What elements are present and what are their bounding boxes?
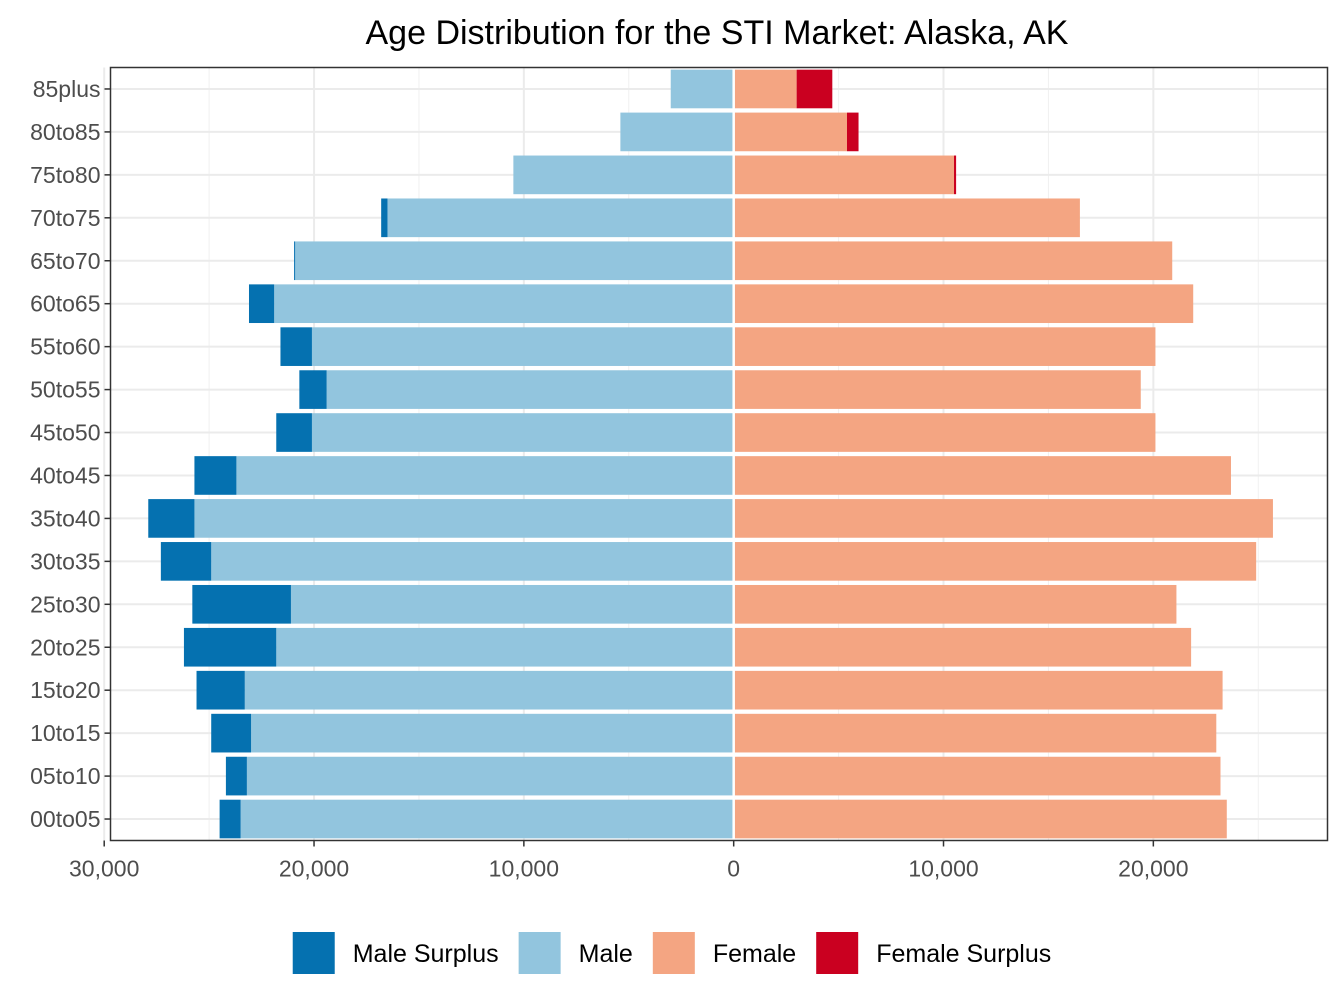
y-tick-label-50to55: 50to55 xyxy=(30,377,100,403)
female-bar-40to45 xyxy=(733,456,1231,495)
y-tick-label-10to15: 10to15 xyxy=(30,720,100,746)
female-bar-45to50 xyxy=(733,413,1156,452)
male-bar-20to25 xyxy=(276,627,734,667)
male-bar-05to10 xyxy=(246,756,734,796)
male-surplus-bar-05to10 xyxy=(225,756,247,796)
male-bar-35to40 xyxy=(194,499,734,538)
x-tick-label: 0 xyxy=(727,856,740,882)
female-bar-60to65 xyxy=(733,284,1194,324)
male-bar-60to65 xyxy=(274,284,734,324)
male-bar-50to55 xyxy=(326,370,734,409)
chart-title: Age Distribution for the STI Market: Ala… xyxy=(366,14,1069,52)
female-bar-85plus xyxy=(733,69,797,109)
female-surplus-bar-80to85 xyxy=(846,112,859,152)
legend-label-male: Male xyxy=(579,940,633,968)
x-tick-label: 10,000 xyxy=(489,856,559,882)
y-tick-label-40to45: 40to45 xyxy=(30,462,100,488)
y-tick-label-75to80: 75to80 xyxy=(30,162,100,188)
male-surplus-bar-25to30 xyxy=(192,584,291,624)
male-surplus-bar-55to60 xyxy=(280,327,312,366)
plot-panel-border xyxy=(109,66,1329,842)
y-tick-label-30to35: 30to35 xyxy=(30,548,100,574)
male-surplus-bar-70to75 xyxy=(381,198,388,238)
x-axis-ticks: 30,000 20,000 10,000 0 10,000 20,000 xyxy=(69,840,1189,882)
y-tick-label-80to85: 80to85 xyxy=(30,119,100,145)
legend-key-female-surplus xyxy=(816,932,859,974)
male-bar-10to15 xyxy=(251,713,734,753)
male-surplus-bar-00to05 xyxy=(219,799,241,839)
y-tick-label-70to75: 70to75 xyxy=(30,205,100,231)
legend-key-male-surplus xyxy=(292,932,335,974)
female-bar-20to25 xyxy=(733,627,1192,667)
female-bar-55to60 xyxy=(733,327,1156,366)
female-bar-15to20 xyxy=(733,670,1223,710)
legend-key-male xyxy=(518,932,561,974)
male-surplus-bar-60to65 xyxy=(248,284,275,324)
female-bar-75to80 xyxy=(733,155,955,195)
female-bar-05to10 xyxy=(733,756,1221,796)
female-bar-50to55 xyxy=(733,370,1141,409)
male-surplus-bar-20to25 xyxy=(183,627,277,667)
female-bar-80to85 xyxy=(733,112,847,152)
male-bar-00to05 xyxy=(240,799,734,839)
legend-label-female: Female xyxy=(713,940,796,968)
male-bar-80to85 xyxy=(620,112,734,152)
y-tick-label-55to60: 55to60 xyxy=(30,334,100,360)
female-bar-65to70 xyxy=(733,241,1173,281)
y-tick-label-60to65: 60to65 xyxy=(30,291,100,317)
male-bar-45to50 xyxy=(311,413,734,452)
female-bar-10to15 xyxy=(733,713,1217,753)
male-surplus-bar-15to20 xyxy=(196,670,245,710)
male-bar-75to80 xyxy=(513,155,734,195)
female-bar-30to35 xyxy=(733,542,1257,581)
y-tick-label-45to50: 45to50 xyxy=(30,420,100,446)
female-bar-70to75 xyxy=(733,198,1080,238)
male-bar-65to70 xyxy=(295,241,734,281)
female-surplus-bar-85plus xyxy=(796,69,833,109)
male-bar-30to35 xyxy=(211,542,734,581)
x-tick-label: 20,000 xyxy=(279,856,349,882)
male-surplus-bar-35to40 xyxy=(148,499,195,538)
female-bar-35to40 xyxy=(733,499,1273,538)
male-surplus-bar-40to45 xyxy=(194,456,237,495)
x-tick-label: 20,000 xyxy=(1118,856,1188,882)
y-tick-label-00to05: 00to05 xyxy=(30,806,100,832)
bars xyxy=(148,69,1273,839)
y-tick-label-15to20: 15to20 xyxy=(30,677,100,703)
male-bar-40to45 xyxy=(236,456,734,495)
male-surplus-bar-65to70 xyxy=(294,241,296,281)
female-surplus-bar-75to80 xyxy=(954,155,957,195)
male-bar-70to75 xyxy=(387,198,734,238)
legend-label-male-surplus: Male Surplus xyxy=(353,940,499,968)
x-tick-label: 10,000 xyxy=(908,856,978,882)
male-bar-25to30 xyxy=(290,584,734,624)
male-bar-55to60 xyxy=(311,327,734,366)
male-surplus-bar-30to35 xyxy=(160,542,212,581)
male-bar-85plus xyxy=(670,69,734,109)
male-surplus-bar-50to55 xyxy=(299,370,327,409)
female-bar-25to30 xyxy=(733,584,1177,624)
x-tick-label: 30,000 xyxy=(69,856,139,882)
legend-label-female-surplus: Female Surplus xyxy=(876,940,1051,968)
legend: Male Surplus Male Female Female Surplus xyxy=(292,932,1051,974)
y-tick-label-20to25: 20to25 xyxy=(30,634,100,660)
legend-key-female xyxy=(652,932,695,974)
male-surplus-bar-10to15 xyxy=(211,713,252,753)
female-bar-00to05 xyxy=(733,799,1227,839)
y-axis-ticks: 85plus 80to85 75to80 70to75 65to70 60to65 55to… xyxy=(30,76,111,832)
y-tick-label-05to10: 05to10 xyxy=(30,763,100,789)
y-tick-label-25to30: 25to30 xyxy=(30,591,100,617)
y-tick-label-85plus: 85plus xyxy=(33,76,101,102)
male-surplus-bar-45to50 xyxy=(276,413,312,452)
male-bar-15to20 xyxy=(244,670,734,710)
y-tick-label-65to70: 65to70 xyxy=(30,248,100,274)
y-tick-label-35to40: 35to40 xyxy=(30,505,100,531)
